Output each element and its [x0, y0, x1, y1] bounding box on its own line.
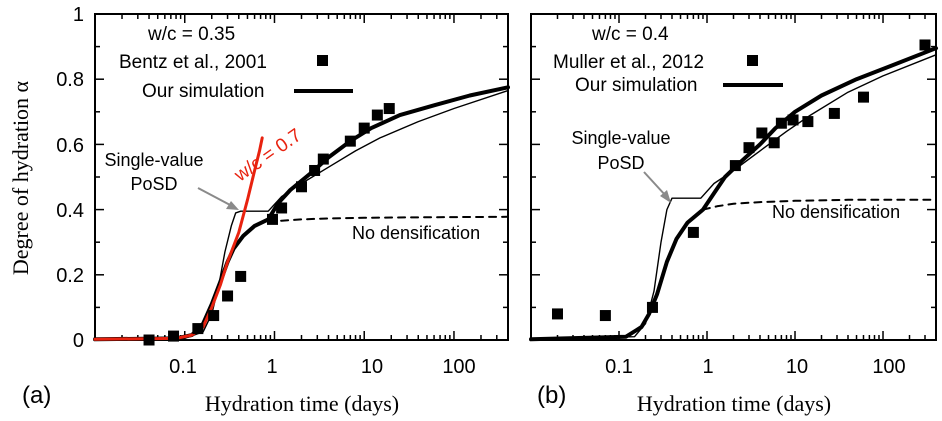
panel-b: 0.1 1 10 100 (b) Hydration time (days) w…: [529, 13, 938, 416]
data-marker-a: [309, 164, 321, 176]
data-marker-b: [919, 39, 931, 51]
data-marker-b: [743, 142, 755, 154]
data-marker-a: [371, 109, 383, 121]
data-marker-a: [344, 135, 356, 147]
psd-note-b-line1: Single-value: [571, 128, 670, 148]
data-marker-b: [768, 137, 780, 149]
x-tick-label: 100: [872, 356, 905, 378]
y-tick-label: 0.6: [56, 135, 84, 157]
marker-group-b: [551, 39, 931, 322]
data-marker-a: [383, 103, 395, 115]
psd-arrow-b: [643, 171, 667, 197]
tick-marks-a: [94, 13, 509, 341]
data-marker-a: [143, 334, 155, 346]
data-marker-b: [551, 308, 563, 320]
y-tick-label: 0: [73, 330, 84, 352]
y-tick-label: 0.4: [56, 200, 84, 222]
wc-label-a: w/c = 0.35: [147, 24, 235, 45]
x-tick-label: 1: [266, 356, 277, 378]
data-marker-a: [358, 122, 370, 134]
legend-sim-label-a: Our simulation: [142, 81, 265, 102]
psd-arrowhead-b: [660, 190, 671, 203]
data-marker-b: [729, 160, 741, 172]
data-marker-b: [646, 301, 658, 313]
panel-label-b: (b): [537, 382, 566, 409]
series-red-line-a: [93, 136, 264, 341]
y-tick-label: 0.2: [56, 265, 84, 287]
series-thin-line-a: [94, 89, 509, 340]
legend-data-label-a: Bentz et al., 2001: [119, 52, 267, 73]
x-tick-label: 10: [786, 356, 808, 378]
legend-marker-b: [747, 55, 758, 66]
data-marker-a: [276, 202, 288, 214]
psd-note-a-line2: PoSD: [130, 174, 177, 194]
x-tick-label: 0.1: [169, 356, 197, 378]
series-thick-line-b: [529, 46, 938, 342]
data-marker-b: [828, 107, 840, 119]
tick-marks-b: [530, 13, 937, 341]
no-densification-label-b: No densification: [772, 202, 900, 222]
panel-label-a: (a): [22, 382, 51, 409]
data-marker-a: [168, 330, 180, 342]
data-marker-b: [802, 116, 814, 128]
x-axis-title-a: Hydration time (days): [205, 391, 399, 416]
data-marker-b: [687, 226, 699, 238]
data-marker-a: [266, 213, 278, 225]
legend-marker-a: [317, 55, 328, 66]
marker-group-a: [143, 103, 395, 346]
series-group-a: [93, 85, 510, 342]
y-tick-label: 1: [73, 4, 84, 26]
data-marker-a: [222, 290, 234, 302]
data-marker-a: [317, 153, 329, 165]
x-tick-label: 100: [442, 356, 475, 378]
x-axis-title-b: Hydration time (days): [637, 391, 831, 416]
psd-arrow-a: [197, 187, 233, 207]
data-marker-a: [235, 270, 247, 282]
no-densification-label-a: No densification: [352, 223, 480, 243]
data-marker-b: [599, 310, 611, 322]
series-thin-line-b: [530, 54, 937, 340]
data-marker-a: [296, 181, 307, 193]
series-thick-line-a: [93, 85, 510, 342]
y-axis-title: Degree of hydration α: [8, 80, 33, 275]
x-tick-label: 10: [361, 356, 383, 378]
wc-label-b: w/c = 0.4: [591, 24, 669, 45]
x-tick-label: 0.1: [605, 356, 633, 378]
psd-arrowhead-a: [226, 201, 239, 210]
legend-data-label-b: Muller et al., 2012: [553, 52, 704, 73]
series-dashed-line-a: [267, 215, 509, 223]
data-marker-b: [787, 114, 799, 126]
data-marker-a: [192, 323, 204, 335]
red-curve-label-a: w/c = 0.7: [230, 125, 306, 187]
data-marker-b: [775, 117, 787, 129]
x-tick-label: 1: [702, 356, 713, 378]
series-dashed-line-b: [702, 198, 937, 211]
psd-note-b-line2: PoSD: [597, 153, 644, 173]
psd-note-a-line1: Single-value: [104, 150, 203, 170]
data-marker-b: [756, 127, 768, 139]
legend-sim-label-b: Our simulation: [575, 75, 698, 96]
data-marker-a: [208, 310, 220, 322]
panel-a: 0 0.2 0.4 0.6 0.8 1 0.1 1 10 100 (a) Hyd…: [22, 4, 510, 416]
y-tick-label: 0.8: [56, 69, 84, 91]
data-marker-b: [857, 91, 869, 103]
